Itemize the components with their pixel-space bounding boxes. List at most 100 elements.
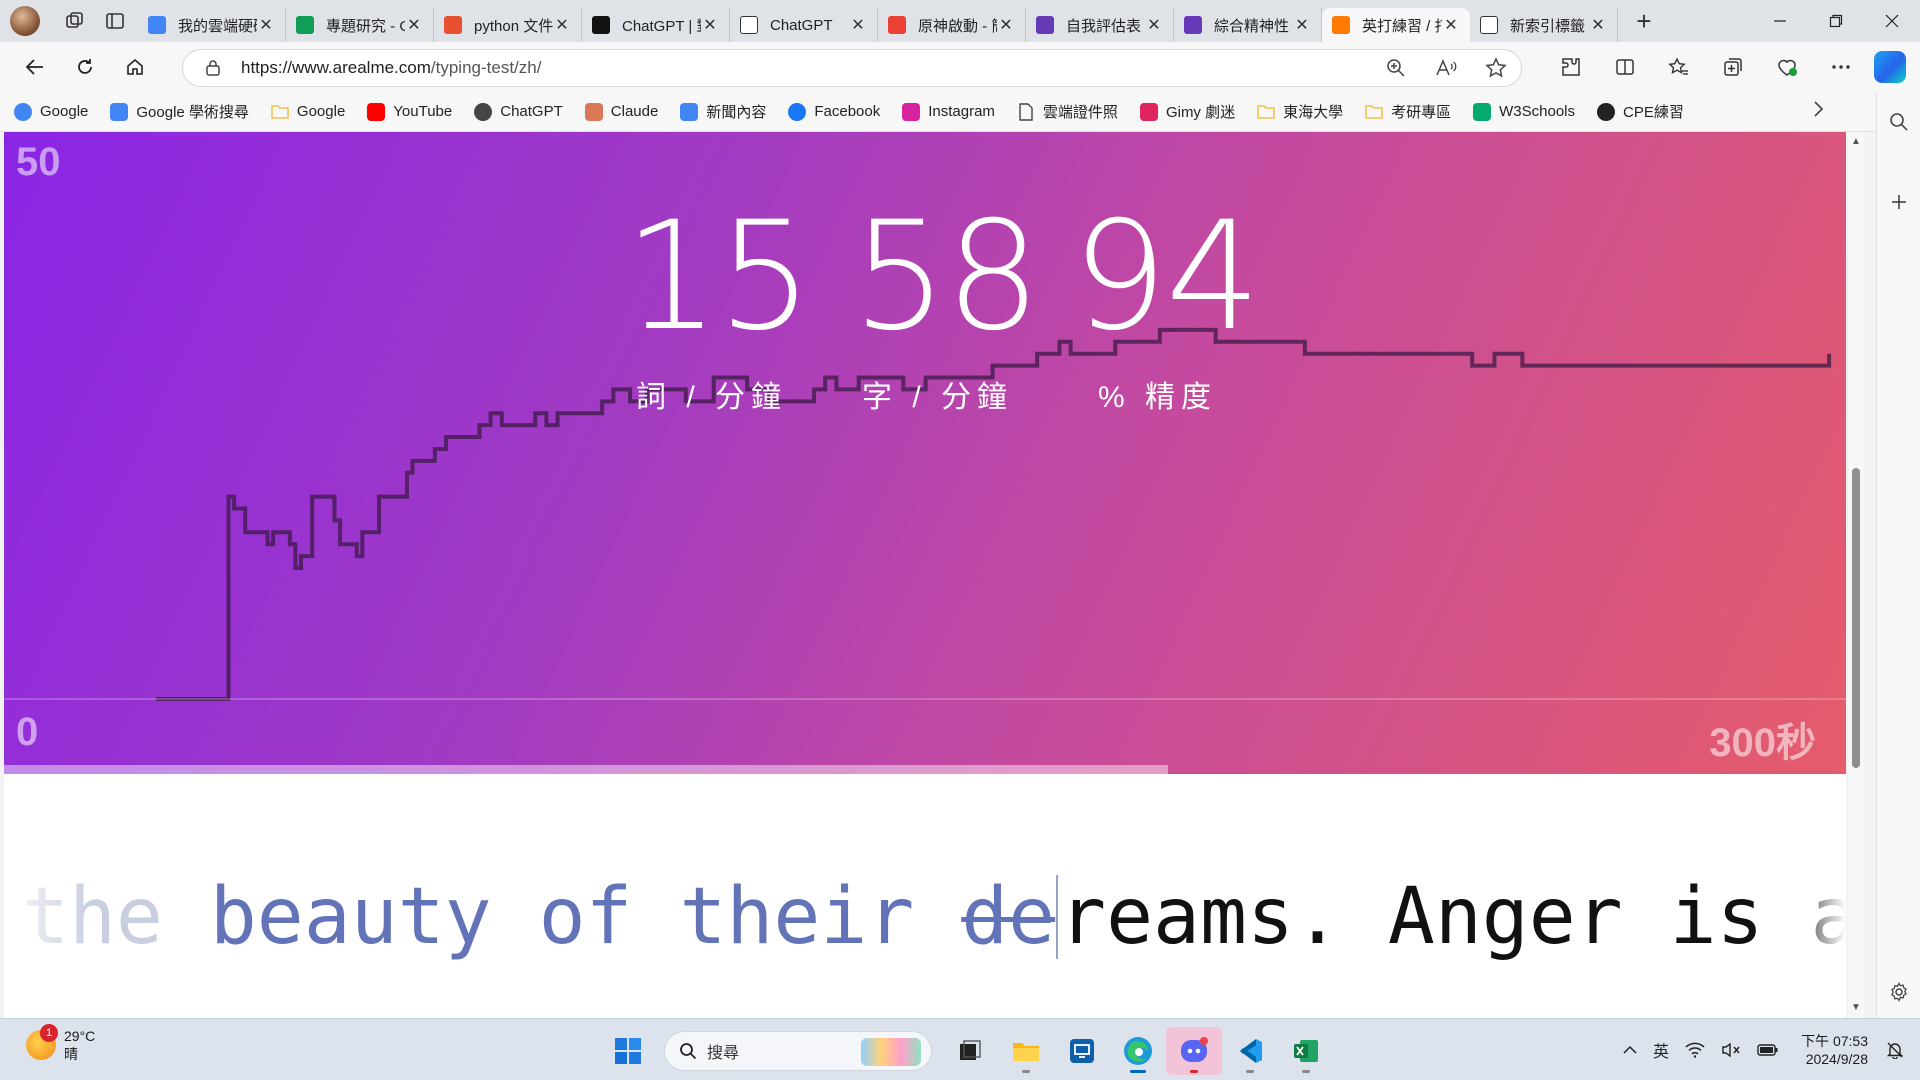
typed-text: beauty of their — [162, 872, 962, 962]
bookmark-item[interactable]: 新聞內容 — [680, 101, 766, 122]
tab-close-icon[interactable]: ✕ — [1591, 17, 1605, 34]
excel-app[interactable] — [1278, 1027, 1334, 1075]
new-tab-button[interactable]: + — [1636, 5, 1652, 36]
sidebar-search-icon[interactable] — [1883, 106, 1915, 138]
page-scrollbar[interactable]: ▲ ▼ — [1848, 132, 1864, 1018]
bookmark-item[interactable]: CPE練習 — [1597, 101, 1684, 122]
favorites-icon[interactable] — [1652, 47, 1706, 87]
tab-close-icon[interactable]: ✕ — [999, 17, 1013, 34]
tab-close-icon[interactable]: ✕ — [1295, 17, 1309, 34]
battery-icon[interactable] — [1757, 1043, 1779, 1057]
bookmark-label: Facebook — [814, 103, 881, 120]
input-method-indicator[interactable]: 英 — [1653, 1044, 1670, 1061]
notification-bell-icon[interactable] — [1886, 1041, 1904, 1059]
wpm-label: 詞 / 分鐘 — [636, 381, 788, 414]
zoom-icon[interactable] — [1371, 58, 1421, 78]
untyped-text: reams. Anger is an aci — [1059, 872, 1846, 962]
file-explorer-app[interactable] — [998, 1027, 1054, 1075]
chatgpt-icon — [740, 16, 758, 34]
bookmark-item[interactable]: YouTube — [367, 102, 452, 121]
bookmark-item[interactable]: 東海大學 — [1257, 101, 1343, 122]
bookmark-item[interactable]: Google — [14, 102, 89, 121]
edge-browser-app[interactable] — [1110, 1027, 1166, 1075]
bookmark-item[interactable]: Gimy 劇迷 — [1139, 101, 1235, 122]
wifi-icon[interactable] — [1685, 1042, 1705, 1058]
bookmark-item[interactable]: 考研專區 — [1365, 101, 1451, 122]
tab-strip: 我的雲端硬碟✕專題研究 - Google✕python 文件✕ChatGPT |… — [0, 0, 1920, 42]
tab-close-icon[interactable]: ✕ — [703, 17, 717, 34]
tab-close-icon[interactable]: ✕ — [259, 17, 273, 34]
tab-title: python 文件 — [474, 17, 553, 35]
bookmark-item[interactable]: ChatGPT — [474, 102, 563, 121]
tab-close-icon[interactable]: ✕ — [1444, 17, 1458, 34]
browser-tab[interactable]: 英打練習 / 打字✕ — [1322, 8, 1470, 42]
sidebar-settings-gear-icon[interactable] — [1883, 976, 1915, 1008]
vertical-tabs-icon[interactable] — [98, 6, 132, 36]
browser-tab[interactable]: 專題研究 - Google✕ — [286, 8, 434, 42]
bookmark-item[interactable]: Google — [271, 103, 345, 121]
remote-desktop-app[interactable] — [1054, 1027, 1110, 1075]
restore-button[interactable] — [1808, 0, 1864, 42]
extensions-icon[interactable] — [1544, 47, 1598, 87]
home-button[interactable] — [110, 47, 160, 87]
tray-overflow-chevron-icon[interactable] — [1623, 1045, 1637, 1055]
notification-badge: 1 — [40, 1024, 58, 1042]
vscode-app[interactable] — [1222, 1027, 1278, 1075]
start-button[interactable] — [606, 1029, 650, 1073]
read-aloud-icon[interactable] — [1421, 58, 1471, 78]
scroll-down-arrow-icon[interactable]: ▼ — [1851, 1002, 1861, 1013]
browser-tab[interactable]: 我的雲端硬碟✕ — [138, 8, 286, 42]
bookmark-item[interactable]: Claude — [584, 102, 658, 121]
profile-avatar[interactable] — [10, 6, 40, 36]
bookmark-item[interactable]: Facebook — [788, 102, 881, 121]
bookmark-item[interactable]: 雲端證件照 — [1017, 101, 1118, 122]
bookmark-label: Instagram — [928, 103, 995, 120]
browser-tab[interactable]: ChatGPT ✕ — [730, 8, 878, 42]
bookmark-item[interactable]: Google 學術搜尋 — [110, 101, 249, 122]
favorite-star-icon[interactable] — [1471, 57, 1521, 79]
page-viewport: 50 0 300秒 15 58 94 詞 / 分鐘 字 / 分鐘 % 精度 th… — [4, 132, 1846, 1018]
browser-essentials-icon[interactable] — [1760, 47, 1814, 87]
chatgpt-icon — [474, 102, 493, 121]
browser-tab[interactable]: 新索引標籤 ✕ — [1470, 8, 1618, 42]
back-button[interactable] — [10, 47, 60, 87]
clock[interactable]: 下午 07:53 2024/9/28 — [1801, 1032, 1868, 1068]
url-text[interactable]: https://www.arealme.com/typing-test/zh/ — [241, 58, 542, 77]
browser-tab[interactable]: 綜合精神性 ✕ — [1174, 8, 1322, 42]
bookmark-item[interactable]: W3Schools — [1473, 102, 1575, 121]
browser-tab[interactable]: python 文件 ✕ — [434, 8, 582, 42]
scroll-thumb[interactable] — [1852, 468, 1860, 768]
tab-close-icon[interactable]: ✕ — [407, 17, 421, 34]
site-info-icon[interactable] — [201, 59, 225, 77]
workspaces-icon[interactable] — [58, 6, 92, 36]
folder-icon — [1365, 103, 1383, 121]
more-menu-icon[interactable] — [1814, 47, 1868, 87]
tab-close-icon[interactable]: ✕ — [1147, 17, 1161, 34]
sidebar-add-icon[interactable] — [1883, 186, 1915, 218]
discord-app[interactable] — [1166, 1027, 1222, 1075]
scroll-up-arrow-icon[interactable]: ▲ — [1851, 136, 1861, 147]
taskbar: 1 29°C 晴 搜尋 — [0, 1018, 1920, 1080]
collections-icon[interactable] — [1706, 47, 1760, 87]
tab-close-icon[interactable]: ✕ — [555, 17, 569, 34]
close-window-button[interactable] — [1864, 0, 1920, 42]
browser-tab[interactable]: ChatGPT | 對話✕ — [582, 8, 730, 42]
browser-tab[interactable]: 自我評估表 ✕ — [1026, 8, 1174, 42]
task-view-app[interactable] — [942, 1027, 998, 1075]
bookmark-label: Google — [40, 103, 89, 120]
weather-widget[interactable]: 1 29°C 晴 — [26, 1024, 95, 1063]
address-bar[interactable]: https://www.arealme.com/typing-test/zh/ — [182, 49, 1522, 87]
refresh-button[interactable] — [60, 47, 110, 87]
browser-tab[interactable]: 原神啟動 - 簡報✕ — [878, 8, 1026, 42]
gimy-icon — [1139, 102, 1158, 121]
split-screen-icon[interactable] — [1598, 47, 1652, 87]
tab-close-icon[interactable]: ✕ — [851, 17, 865, 34]
taskbar-search[interactable]: 搜尋 — [664, 1031, 932, 1071]
minimize-button[interactable] — [1752, 0, 1808, 42]
bookmark-item[interactable]: Instagram — [902, 102, 995, 121]
volume-muted-icon[interactable] — [1721, 1042, 1741, 1058]
copilot-icon[interactable] — [1874, 51, 1906, 83]
bookmarks-overflow-chevron-icon[interactable] — [1812, 100, 1880, 124]
bookmark-label: 考研專區 — [1391, 104, 1452, 121]
